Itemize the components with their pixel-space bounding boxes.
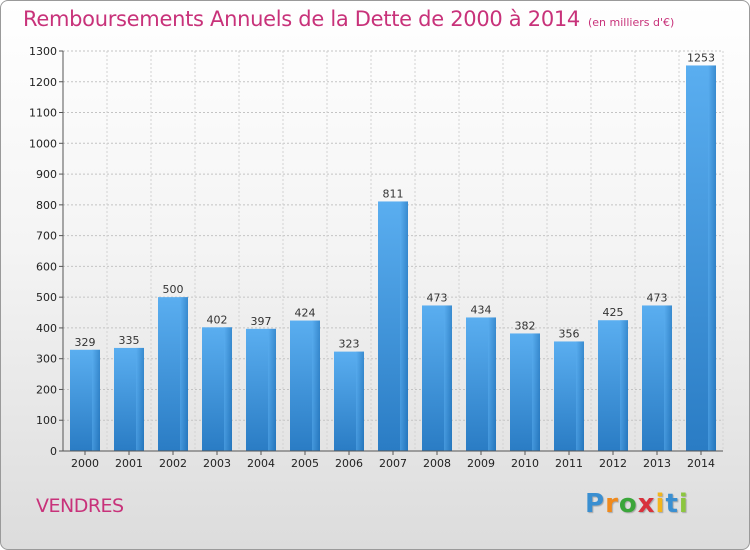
bar-shade (312, 320, 320, 451)
x-tick-label: 2008 (423, 457, 451, 470)
logo-letter: t (665, 489, 679, 519)
bar-shade (268, 328, 276, 451)
commune-name: VENDRES (36, 495, 124, 517)
unit-note: (en milliers d'€) (588, 16, 675, 29)
chart-title: Remboursements Annuels de la Dette de 20… (23, 7, 580, 31)
bar-value-label: 382 (515, 319, 536, 332)
y-tick-label: 100 (36, 414, 57, 427)
y-tick-label: 1200 (29, 76, 57, 89)
x-tick-label: 2010 (511, 457, 539, 470)
bar-value-label: 356 (559, 327, 580, 340)
bar-value-label: 500 (163, 283, 184, 296)
bar-value-label: 1253 (687, 51, 715, 64)
x-tick-label: 2004 (247, 457, 275, 470)
bar-shade (180, 297, 188, 451)
bar-value-label: 473 (647, 291, 668, 304)
x-tick-label: 2009 (467, 457, 495, 470)
logo-letter: P (585, 489, 606, 519)
bar-shade (664, 305, 672, 451)
y-tick-label: 200 (36, 383, 57, 396)
x-tick-label: 2012 (599, 457, 627, 470)
bar-shade (576, 341, 584, 451)
bar-value-label: 473 (427, 291, 448, 304)
bar-value-label: 434 (471, 303, 492, 316)
x-tick-label: 2011 (555, 457, 583, 470)
y-tick-label: 0 (50, 445, 57, 458)
x-tick-label: 2000 (71, 457, 99, 470)
logo-letter: i (678, 489, 689, 519)
bar-shade (224, 327, 232, 451)
bar-value-label: 397 (251, 315, 272, 328)
bar-shade (488, 317, 496, 451)
x-tick-label: 2013 (643, 457, 671, 470)
x-tick-label: 2001 (115, 457, 143, 470)
bar-shade (136, 347, 144, 451)
y-tick-label: 1300 (29, 45, 57, 58)
y-tick-label: 1100 (29, 107, 57, 120)
bar-value-label: 323 (339, 338, 360, 351)
logo-letter: o (618, 489, 638, 519)
bar-shade (400, 201, 408, 451)
y-tick-label: 800 (36, 199, 57, 212)
logo-letter: r (605, 489, 619, 519)
logo-letter: x (637, 489, 656, 519)
bar-value-label: 335 (119, 334, 140, 347)
y-tick-label: 700 (36, 230, 57, 243)
bar-shade (708, 65, 716, 451)
y-tick-label: 1000 (29, 137, 57, 150)
chart-title-block: Remboursements Annuels de la Dette de 20… (23, 7, 674, 31)
y-tick-label: 600 (36, 260, 57, 273)
bar-value-label: 425 (603, 306, 624, 319)
bar-shade (356, 351, 364, 451)
proxiti-logo[interactable]: Proxiti (585, 489, 689, 519)
bar-shade (532, 333, 540, 451)
bar-shade (620, 320, 628, 451)
y-tick-label: 500 (36, 291, 57, 304)
bar-shade (92, 349, 100, 451)
y-tick-label: 400 (36, 322, 57, 335)
logo-letter: i (655, 489, 666, 519)
bar-value-label: 811 (383, 187, 404, 200)
x-tick-label: 2005 (291, 457, 319, 470)
x-tick-label: 2007 (379, 457, 407, 470)
x-tick-label: 2014 (687, 457, 715, 470)
bar-value-label: 402 (207, 313, 228, 326)
bar-value-label: 329 (75, 336, 96, 349)
bar-value-label: 424 (295, 307, 316, 320)
y-tick-label: 300 (36, 353, 57, 366)
x-tick-label: 2002 (159, 457, 187, 470)
x-tick-label: 2003 (203, 457, 231, 470)
x-tick-label: 2006 (335, 457, 363, 470)
bar-shade (444, 305, 452, 451)
y-tick-label: 900 (36, 168, 57, 181)
